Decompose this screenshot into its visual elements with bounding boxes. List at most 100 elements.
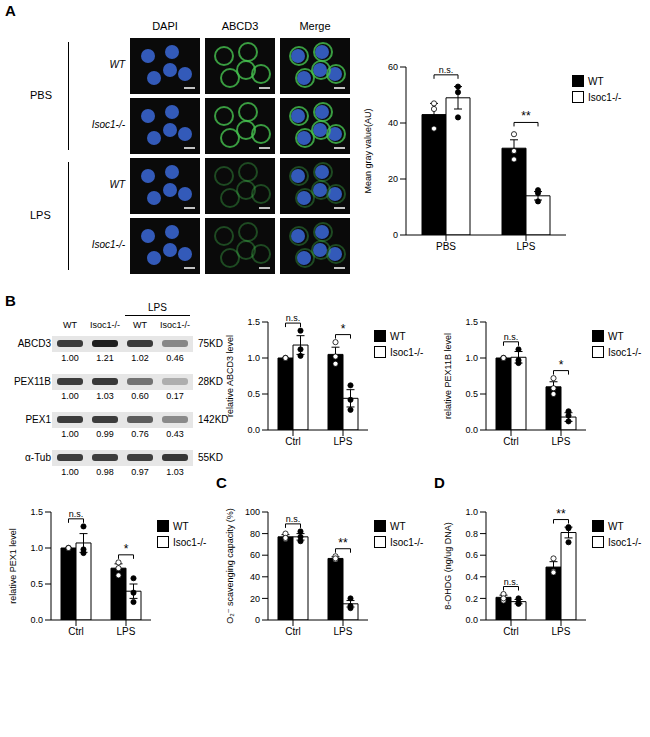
svg-text:1.5: 1.5 [247, 317, 260, 327]
svg-text:60: 60 [250, 550, 260, 560]
html-text:ABCD3: ABCD3 [221, 20, 259, 32]
html-text:Isoc1-/-: Isoc1-/- [91, 119, 125, 130]
html-text:LPS: LPS [30, 209, 51, 221]
html-text:Merge: Merge [299, 20, 331, 32]
svg-text:0.5: 0.5 [247, 389, 260, 399]
svg-text:1.5: 1.5 [30, 507, 43, 517]
svg-text:0: 0 [255, 615, 260, 625]
svg-text:1.0: 1.0 [247, 353, 260, 363]
html-text:C: C [216, 474, 227, 491]
svg-text:0.5: 0.5 [30, 579, 43, 589]
svg-text:n.s.: n.s. [286, 514, 301, 524]
svg-text:Ctrl: Ctrl [285, 626, 301, 637]
html-text:75KD: 75KD [198, 338, 223, 349]
html-text:Isoc1-/-: Isoc1-/- [588, 91, 622, 103]
html-text:DAPI: DAPI [152, 20, 178, 32]
html-text:WT: WT [608, 330, 624, 342]
svg-text:n.s.: n.s. [504, 332, 519, 342]
html-text:WT: WT [133, 320, 147, 330]
svg-text:**: ** [556, 507, 566, 521]
svg-text:0.0: 0.0 [465, 425, 478, 435]
svg-text:20: 20 [388, 174, 398, 184]
html-text:Isoc1-/-: Isoc1-/- [160, 320, 190, 330]
svg-text:n.s.: n.s. [69, 509, 84, 519]
svg-text:1.5: 1.5 [465, 317, 478, 327]
html-text:B: B [5, 292, 16, 309]
svg-text:100: 100 [245, 507, 260, 517]
html-text:55KD: 55KD [198, 452, 223, 463]
svg-text:40: 40 [250, 572, 260, 582]
svg-text:1.0: 1.0 [465, 353, 478, 363]
html-text:WT: WT [63, 320, 77, 330]
svg-text:relative PEX11B level: relative PEX11B level [443, 333, 453, 419]
html-text:Isoc1-/-: Isoc1-/- [91, 239, 125, 250]
html-text:PBS: PBS [30, 89, 52, 101]
svg-text:0.2: 0.2 [465, 594, 478, 604]
svg-text:n.s.: n.s. [286, 313, 301, 323]
html-text:WT: WT [588, 75, 604, 87]
html-text:1.21: 1.21 [96, 353, 114, 363]
svg-text:n.s.: n.s. [439, 65, 454, 75]
html-text:WT: WT [109, 179, 125, 190]
svg-text:LPS: LPS [117, 626, 136, 637]
svg-text:60: 60 [388, 62, 398, 72]
html-text:0.46: 0.46 [166, 353, 184, 363]
html-text:ABCD3: ABCD3 [17, 338, 51, 349]
svg-text:0.4: 0.4 [465, 572, 478, 582]
svg-text:20: 20 [250, 594, 260, 604]
svg-text:0.6: 0.6 [465, 550, 478, 560]
svg-text:LPS: LPS [552, 626, 571, 637]
html-text:D: D [434, 474, 445, 491]
svg-text:O₂⁻ scavenging capacity (%): O₂⁻ scavenging capacity (%) [225, 508, 235, 623]
html-text:LPS: LPS [148, 302, 167, 313]
html-text:142KD: 142KD [198, 414, 229, 425]
html-text:WT: WT [608, 520, 624, 532]
html-text:1.00: 1.00 [61, 353, 79, 363]
svg-text:0.0: 0.0 [30, 615, 43, 625]
svg-text:*: * [341, 322, 346, 336]
html-text:A: A [5, 2, 16, 19]
html-text:α-Tub: α-Tub [25, 452, 51, 463]
svg-text:relative ABCD3 level: relative ABCD3 level [225, 335, 235, 417]
svg-text:Ctrl: Ctrl [503, 436, 519, 447]
svg-text:n.s.: n.s. [504, 577, 519, 587]
svg-text:PBS: PBS [436, 241, 456, 252]
html-text:28KD: 28KD [198, 376, 223, 387]
svg-text:LPS: LPS [334, 626, 353, 637]
svg-text:0.0: 0.0 [247, 425, 260, 435]
svg-text:40: 40 [388, 118, 398, 128]
svg-text:**: ** [338, 536, 348, 550]
svg-text:*: * [559, 358, 564, 372]
svg-text:80: 80 [250, 529, 260, 539]
svg-text:LPS: LPS [552, 436, 571, 447]
svg-text:LPS: LPS [517, 241, 536, 252]
html-text:WT: WT [173, 520, 189, 532]
html-text:WT: WT [390, 330, 406, 342]
html-text:PEX1: PEX1 [25, 414, 51, 425]
svg-text:**: ** [521, 109, 531, 123]
svg-text:Ctrl: Ctrl [503, 626, 519, 637]
html-text:Isoc1-/-: Isoc1-/- [390, 346, 424, 358]
svg-text:1.0: 1.0 [465, 507, 478, 517]
svg-text:1.0: 1.0 [30, 543, 43, 553]
svg-text:0: 0 [393, 230, 398, 240]
svg-text:0.5: 0.5 [465, 389, 478, 399]
svg-text:0.8: 0.8 [465, 529, 478, 539]
svg-text:Ctrl: Ctrl [68, 626, 84, 637]
svg-text:Ctrl: Ctrl [285, 436, 301, 447]
html-text:Isoc1-/-: Isoc1-/- [173, 536, 207, 548]
svg-text:8-OHDG (ng/ug DNA): 8-OHDG (ng/ug DNA) [443, 522, 453, 610]
html-text:PEX11B: PEX11B [13, 376, 51, 387]
svg-text:relative PEX1 level: relative PEX1 level [8, 528, 18, 604]
html-text:WT: WT [390, 520, 406, 532]
html-text:WT: WT [109, 59, 125, 70]
svg-text:0.0: 0.0 [465, 615, 478, 625]
html-text:1.02: 1.02 [131, 353, 149, 363]
html-text:Isoc1-/-: Isoc1-/- [608, 346, 642, 358]
svg-text:Mean gray value(AU): Mean gray value(AU) [363, 108, 373, 193]
html-text:Isoc1-/-: Isoc1-/- [390, 536, 424, 548]
svg-text:LPS: LPS [334, 436, 353, 447]
svg-text:*: * [124, 542, 129, 556]
html-text:Isoc1-/-: Isoc1-/- [608, 536, 642, 548]
html-text:Isoc1-/-: Isoc1-/- [90, 320, 120, 330]
